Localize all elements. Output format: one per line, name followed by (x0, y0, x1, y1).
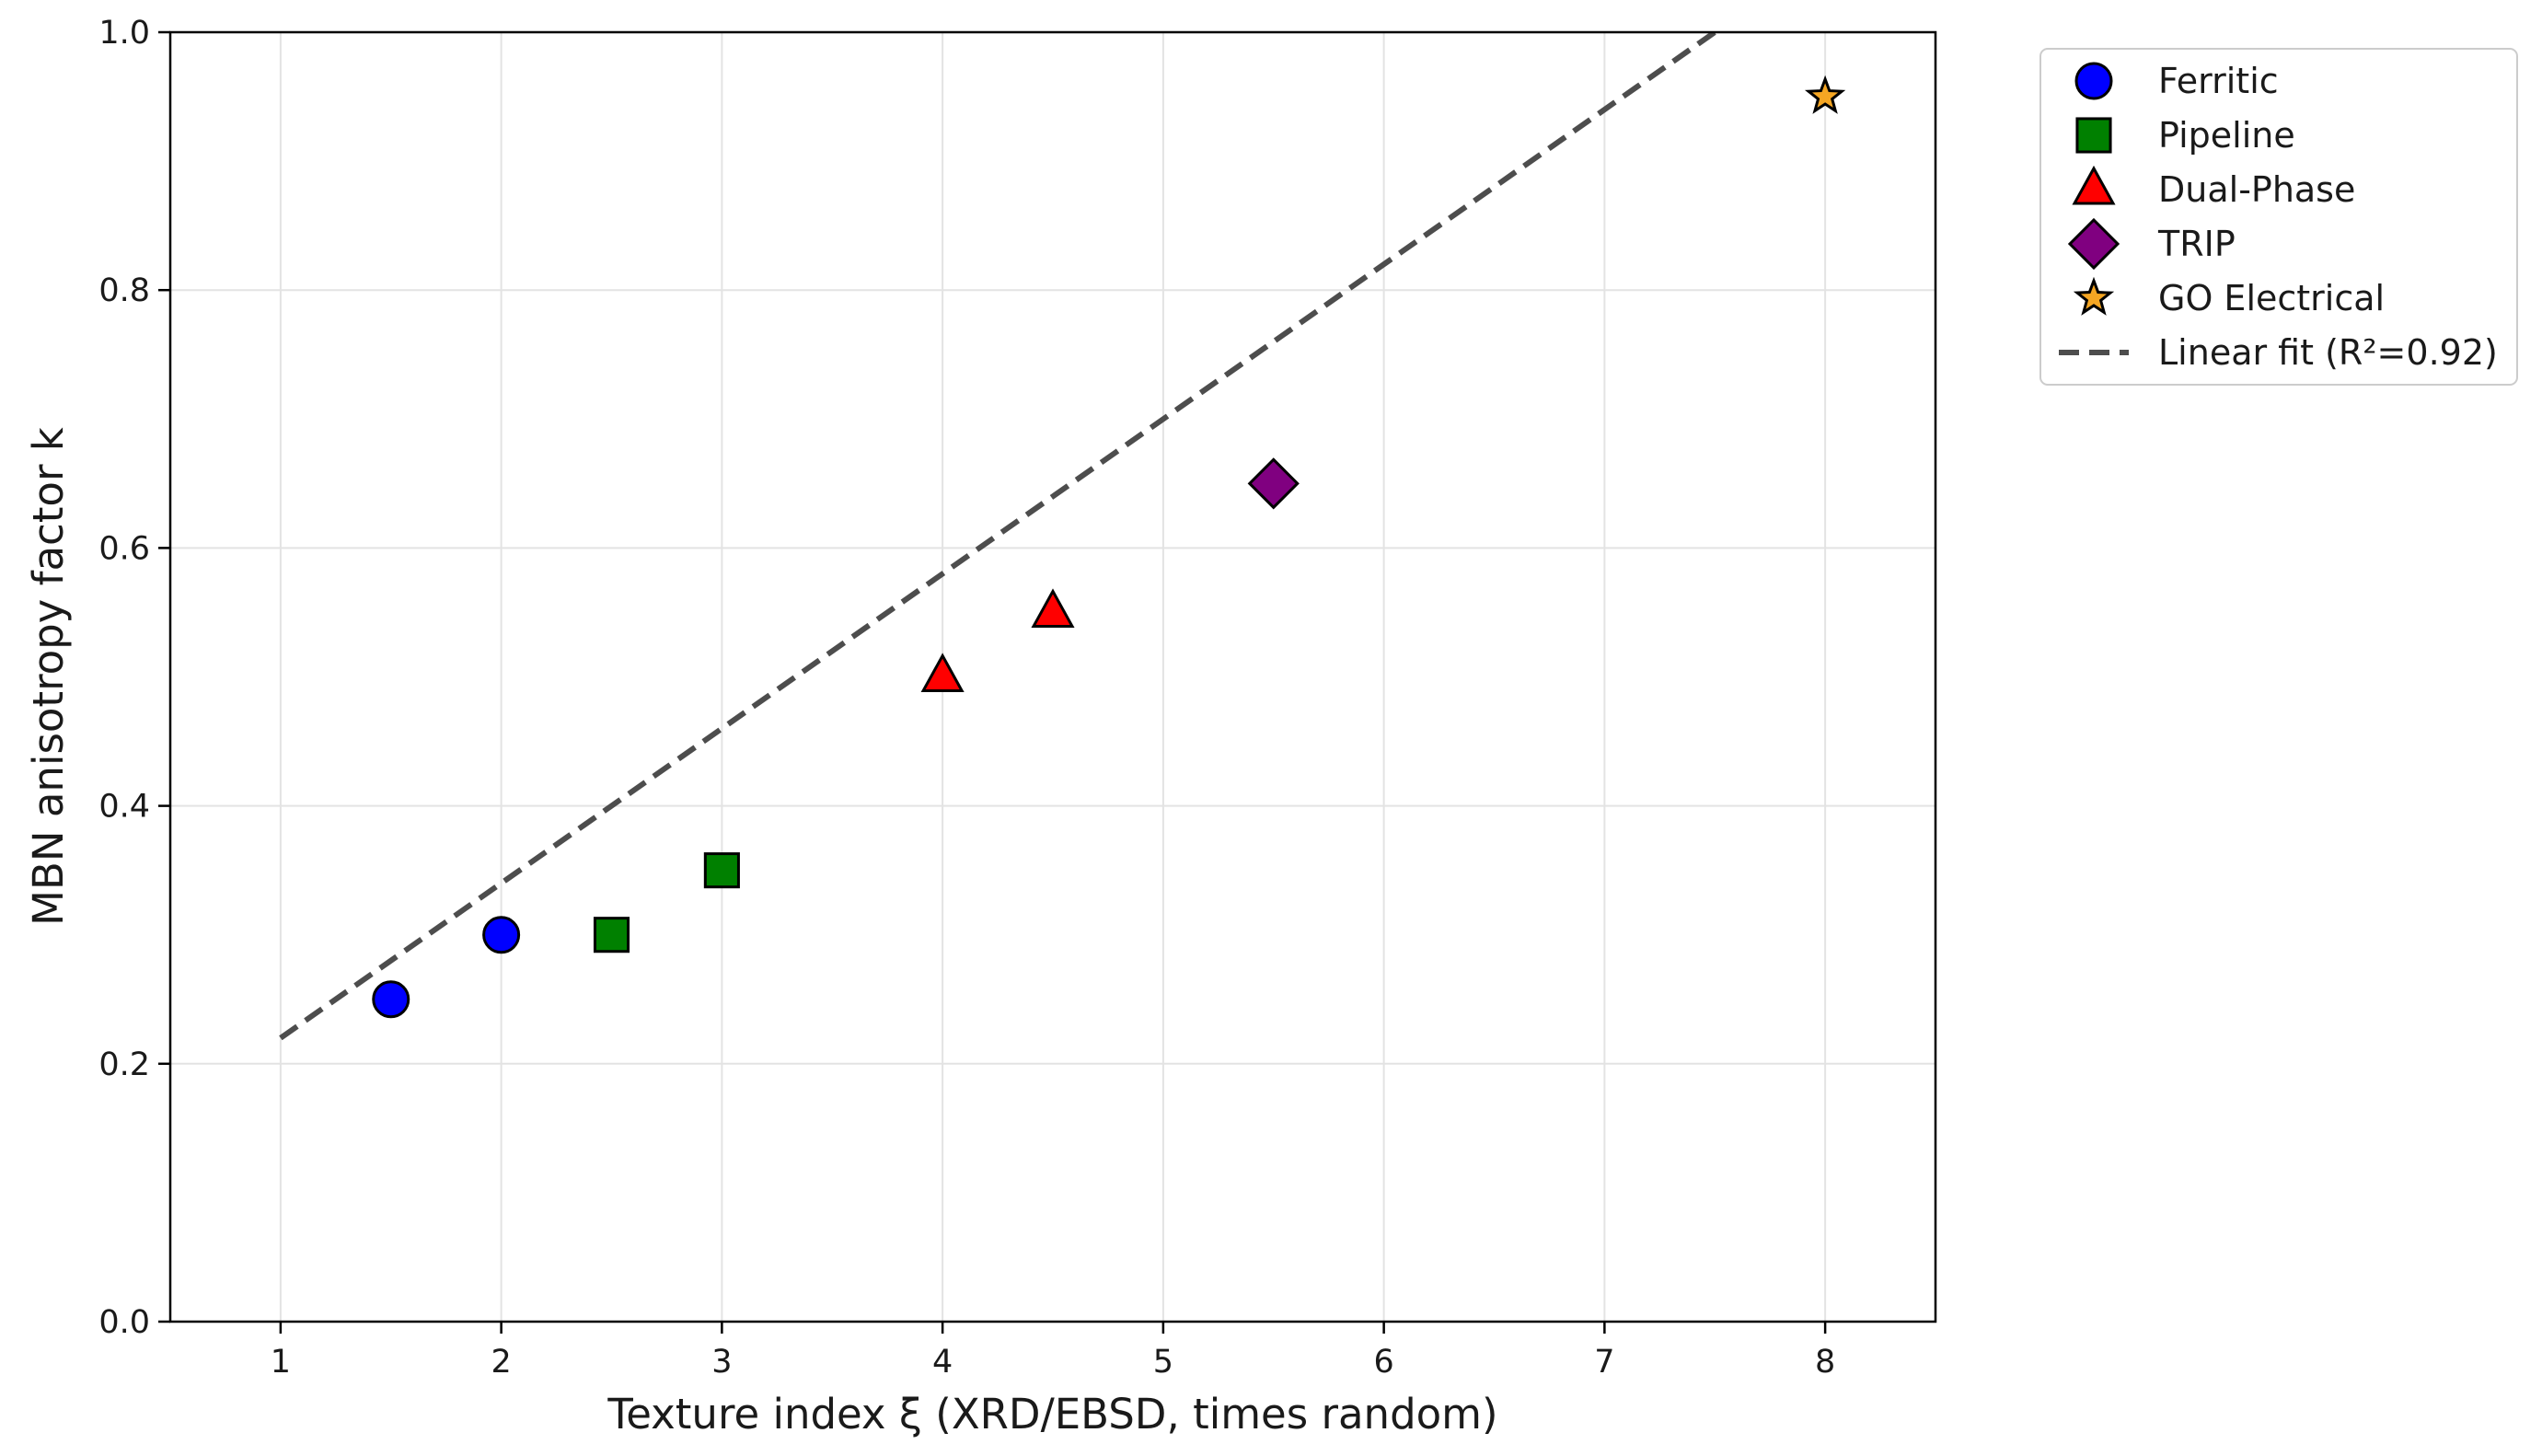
legend-label: Ferritic (2158, 61, 2279, 101)
plot-frame (168, 30, 1937, 1323)
legend-label: Pipeline (2158, 115, 2295, 156)
legend-symbol-circle (2074, 62, 2113, 100)
legend-label: Dual-Phase (2158, 169, 2355, 210)
y-tick-label: 0.4 (98, 789, 150, 826)
data-point-triangle (1031, 588, 1075, 628)
legend-symbol-square (2075, 117, 2112, 154)
legend-label: TRIP (2157, 224, 2236, 264)
x-tick-label: 8 (1815, 1344, 1835, 1381)
fit-line-layer (279, 32, 1720, 1041)
x-tick-label: 7 (1594, 1344, 1614, 1381)
data-point-square (703, 852, 740, 889)
y-tick-label: 1.0 (98, 15, 150, 52)
linear-fit-line (279, 32, 1720, 1041)
x-tick-label: 1 (271, 1344, 291, 1381)
legend: Ferritic Pipeline Dual-Phase TRIP GO Electri… (2039, 48, 2518, 386)
y-tick-label: 0.8 (98, 272, 150, 309)
x-tick-label: 6 (1373, 1344, 1393, 1381)
legend-label: GO Electrical (2158, 278, 2385, 318)
legend-symbol-triangle (2072, 165, 2116, 205)
data-points (372, 75, 1846, 1019)
legend-symbol-star (2073, 276, 2115, 316)
data-point-diamond (1247, 457, 1300, 510)
x-tick-label: 5 (1153, 1344, 1173, 1381)
data-point-circle (372, 980, 410, 1019)
data-point-star (1804, 75, 1846, 114)
y-tick-label: 0.0 (98, 1304, 150, 1341)
x-tick-label: 2 (491, 1344, 511, 1381)
data-point-square (593, 917, 630, 953)
data-point-triangle (920, 653, 965, 692)
legend-box (2039, 48, 2518, 386)
x-tick-label: 3 (711, 1344, 732, 1381)
y-tick-label: 0.6 (98, 530, 150, 567)
legend-label: Linear fit (R²=0.92) (2158, 332, 2498, 373)
x-tick-label: 4 (932, 1344, 953, 1381)
data-point-circle (482, 916, 521, 954)
legend-symbol-diamond (2067, 217, 2120, 271)
axis-ticks: 1 2 3 4 5 6 7 8 0.0 0.2 0.4 0.6 0.8 1.0 (98, 15, 1835, 1381)
grid-lines (170, 31, 1935, 1323)
y-axis-label: MBN anisotropy factor k (24, 427, 73, 926)
x-axis-label: Texture index ξ (XRD/EBSD, times random) (607, 1390, 1497, 1439)
y-tick-label: 0.2 (98, 1046, 150, 1083)
